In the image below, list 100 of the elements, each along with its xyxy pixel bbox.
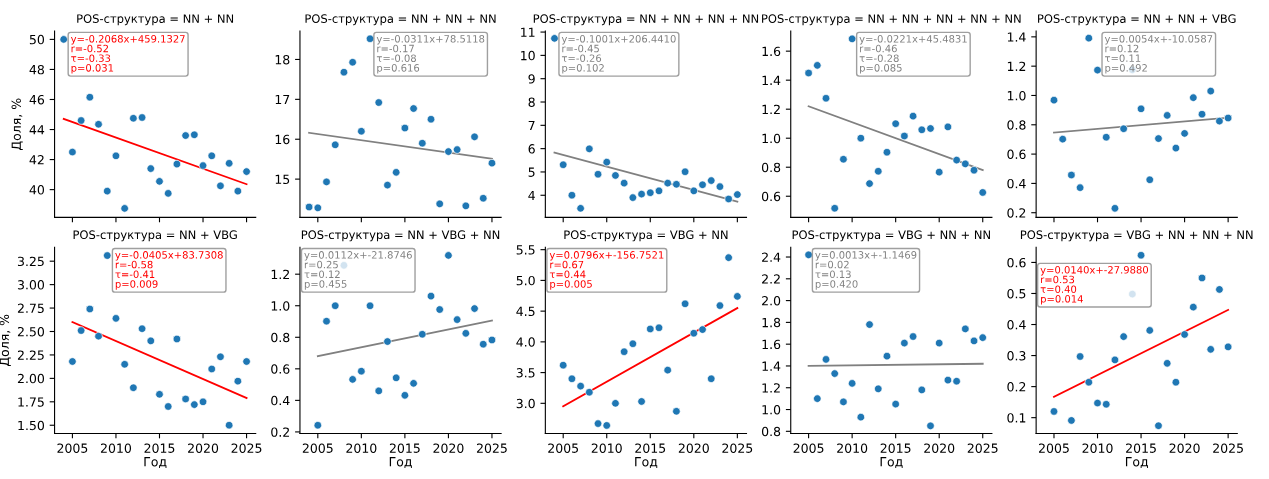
chart-title: POS-структура = NN + NN + VBG bbox=[1038, 14, 1236, 26]
y-tick-label: 0.6 bbox=[1007, 257, 1026, 268]
x-tick-label: 2020 bbox=[1169, 443, 1200, 453]
x-tick-label: 2015 bbox=[389, 443, 420, 453]
x-axis-title: Год bbox=[635, 457, 658, 468]
x-tick-label: 2005 bbox=[302, 443, 333, 453]
chart-title: POS-структура = NN + NN + NN bbox=[305, 14, 496, 26]
annotation: y=0.0140x+-27.9880 r=0.53 τ=0.40 p=0.014 bbox=[1040, 266, 1149, 305]
y-tick-label: 0.8 bbox=[1007, 120, 1026, 130]
chart-title: POS-структура = NN + NN bbox=[77, 14, 234, 26]
x-axis-title: Год bbox=[1125, 457, 1149, 468]
y-tick-label: 11 bbox=[521, 27, 535, 37]
chart-title: POS-структура = VBG + NN bbox=[564, 230, 728, 242]
y-tick-label: 9 bbox=[528, 74, 535, 84]
y-tick-label: 2.0 bbox=[762, 296, 781, 306]
y-tick-label: 3.0 bbox=[516, 398, 535, 409]
y-tick-label: 6 bbox=[528, 144, 535, 154]
x-tick-label: 2025 bbox=[476, 443, 507, 453]
y-tick-label: 4 bbox=[528, 190, 535, 201]
y-tick-label: 1.8 bbox=[762, 317, 781, 328]
chart-title: POS-структура = NN + NN + NN + NN bbox=[533, 14, 759, 26]
x-tick-label: 2015 bbox=[635, 443, 666, 453]
y-tick-label: 2.75 bbox=[17, 303, 44, 313]
y-tick-label: 5.0 bbox=[516, 275, 535, 286]
x-tick-label: 2020 bbox=[678, 443, 709, 453]
x-tick-label: 2025 bbox=[722, 443, 753, 453]
y-tick-label: 0.5 bbox=[1007, 288, 1026, 299]
y-tick-label: 17 bbox=[275, 94, 290, 105]
x-tick-label: 2015 bbox=[880, 443, 911, 453]
y-tick-label: 0.6 bbox=[761, 191, 781, 202]
y-tick-label: 50 bbox=[29, 34, 45, 45]
y-tick-label: 5.5 bbox=[516, 245, 535, 255]
y-tick-label: 2.50 bbox=[17, 326, 45, 337]
annotation: y=0.0796x+-156.7521 r=0.67 τ=0.44 p=0.005 bbox=[549, 251, 664, 290]
x-tick-label: 2010 bbox=[346, 443, 377, 453]
y-tick-label: 1.4 bbox=[762, 361, 781, 371]
x-tick-label: 2025 bbox=[231, 443, 262, 453]
annotation: y=0.0112x+-21.8746 r=0.25 τ=0.12 p=0.455 bbox=[304, 251, 412, 290]
y-tick-label: 3.25 bbox=[17, 256, 44, 267]
x-tick-label: 2025 bbox=[967, 443, 998, 453]
x-tick-label: 2020 bbox=[433, 443, 464, 453]
y-tick-label: 10 bbox=[521, 50, 535, 61]
y-tick-label: 1.50 bbox=[18, 420, 45, 431]
chart-title: POS-структура = NN + VBG + NN bbox=[301, 230, 500, 242]
annotation: y=0.0054x+-10.0587 r=0.12 τ=0.11 p=0.492 bbox=[1104, 35, 1213, 74]
y-tick-label: 1.0 bbox=[1007, 90, 1026, 101]
y-tick-label: 1.2 bbox=[762, 383, 780, 393]
y-tick-label: 1.2 bbox=[762, 104, 780, 114]
y-tick-label: 4.5 bbox=[516, 306, 535, 317]
x-tick-label: 2015 bbox=[1126, 443, 1156, 453]
y-tick-label: 2.4 bbox=[762, 252, 781, 262]
y-tick-label: 0.2 bbox=[271, 427, 289, 437]
y-tick-label: 2.00 bbox=[17, 373, 45, 384]
x-axis-title: Год bbox=[144, 457, 167, 468]
y-tick-label: 4.0 bbox=[516, 337, 535, 347]
y-tick-label: 0.6 bbox=[271, 364, 290, 374]
y-tick-label: 2.25 bbox=[17, 350, 44, 360]
y-tick-label: 8 bbox=[528, 97, 535, 107]
x-tick-label: 2010 bbox=[591, 443, 622, 453]
x-tick-label: 2005 bbox=[793, 443, 824, 453]
x-tick-label: 2005 bbox=[1038, 443, 1069, 453]
x-tick-label: 2020 bbox=[924, 443, 955, 453]
y-tick-label: 44 bbox=[29, 125, 45, 135]
chart-title: POS-структура = VBG + NN + NN + NN bbox=[1020, 230, 1253, 242]
y-tick-label: 0.3 bbox=[1007, 351, 1026, 361]
x-tick-label: 2010 bbox=[837, 443, 868, 453]
y-tick-label: 7 bbox=[528, 120, 535, 131]
y-tick-label: 1.6 bbox=[762, 339, 781, 350]
y-tick-label: 40 bbox=[29, 185, 45, 195]
annotation: y=-0.0405x+83.7308 r=-0.58 τ=-0.41 p=0.009 bbox=[115, 251, 223, 290]
y-tick-label: 0.4 bbox=[1007, 178, 1026, 189]
x-tick-label: 2010 bbox=[1082, 443, 1113, 453]
x-tick-label: 2010 bbox=[100, 443, 132, 453]
y-tick-label: 46 bbox=[29, 94, 45, 105]
y-tick-label: 1.4 bbox=[1007, 32, 1026, 42]
annotation: y=-0.1001x+206.4410 r=-0.45 τ=-0.26 p=0.102 bbox=[561, 35, 676, 74]
x-tick-label: 2005 bbox=[548, 443, 579, 453]
y-tick-label: 0.2 bbox=[1007, 382, 1026, 392]
x-tick-label: 2020 bbox=[188, 443, 219, 453]
y-tick-label: 1.2 bbox=[1007, 61, 1026, 71]
x-tick-label: 2025 bbox=[1213, 443, 1243, 453]
y-tick-label: 0.8 bbox=[761, 426, 781, 437]
y-tick-label: 0.8 bbox=[761, 162, 781, 173]
x-axis-title: Год bbox=[389, 457, 412, 468]
y-tick-label: 48 bbox=[29, 64, 44, 75]
y-tick-label: 16 bbox=[275, 134, 290, 145]
y-tick-label: 0.4 bbox=[271, 395, 290, 406]
y-tick-label: 1.4 bbox=[762, 75, 781, 85]
chart-title: POS-структура = VBG + NN + NN bbox=[792, 230, 990, 242]
y-tick-label: 0.1 bbox=[1007, 413, 1026, 423]
annotation: y=-0.2068x+459.1327 r=-0.52 τ=-0.33 p=0.031 bbox=[70, 35, 185, 74]
y-tick-label: 15 bbox=[275, 174, 290, 185]
annotation: y=-0.0221x+45.4831 r=-0.46 τ=-0.28 p=0.085 bbox=[859, 35, 967, 74]
y-tick-label: 1.2 bbox=[271, 269, 289, 279]
x-tick-label: 2015 bbox=[144, 443, 175, 453]
y-tick-label: 0.6 bbox=[1007, 149, 1026, 160]
y-tick-label: 0.2 bbox=[1007, 208, 1026, 218]
y-tick-label: 1.0 bbox=[762, 133, 781, 144]
y-tick-label: 5 bbox=[528, 167, 535, 177]
y-tick-label: 3.5 bbox=[516, 368, 535, 378]
